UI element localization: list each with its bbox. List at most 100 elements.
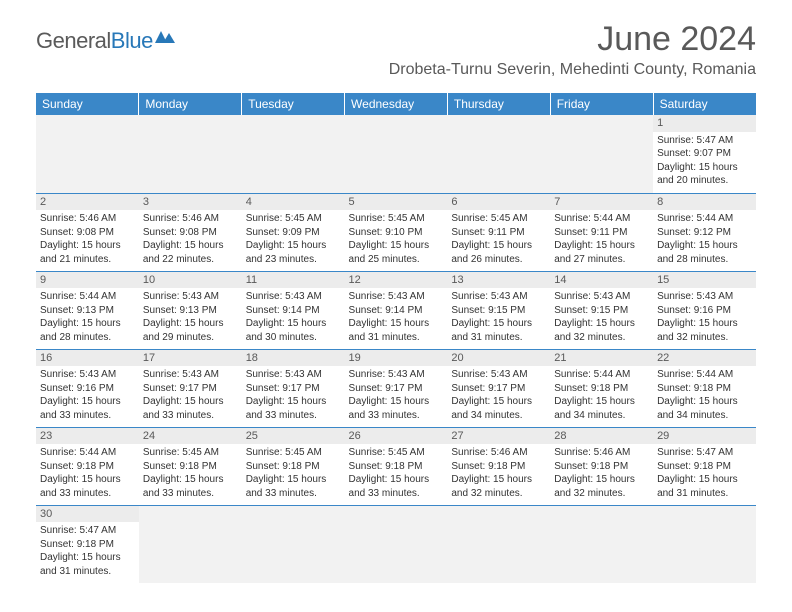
sunrise-text: Sunrise: 5:43 AM xyxy=(349,290,444,304)
sunrise-text: Sunrise: 5:43 AM xyxy=(143,290,238,304)
day-number: 11 xyxy=(242,272,345,289)
daylight-text: Daylight: 15 hours and 33 minutes. xyxy=(349,395,444,422)
sunrise-text: Sunrise: 5:44 AM xyxy=(554,368,649,382)
calendar-empty-cell xyxy=(345,505,448,583)
daylight-text: Daylight: 15 hours and 28 minutes. xyxy=(40,317,135,344)
calendar-day-cell: 19Sunrise: 5:43 AMSunset: 9:17 PMDayligh… xyxy=(345,349,448,427)
header: GeneralBlue June 2024 Drobeta-Turnu Seve… xyxy=(0,0,792,87)
calendar-day-cell: 27Sunrise: 5:46 AMSunset: 9:18 PMDayligh… xyxy=(447,427,550,505)
daylight-text: Daylight: 15 hours and 33 minutes. xyxy=(246,473,341,500)
sunset-text: Sunset: 9:18 PM xyxy=(554,460,649,474)
sunrise-text: Sunrise: 5:45 AM xyxy=(246,212,341,226)
sunset-text: Sunset: 9:15 PM xyxy=(554,304,649,318)
daylight-text: Daylight: 15 hours and 22 minutes. xyxy=(143,239,238,266)
day-number: 6 xyxy=(447,194,550,211)
day-number: 27 xyxy=(447,428,550,445)
day-number: 9 xyxy=(36,272,139,289)
day-number: 13 xyxy=(447,272,550,289)
title-block: June 2024 Drobeta-Turnu Severin, Mehedin… xyxy=(389,20,756,79)
sunset-text: Sunset: 9:08 PM xyxy=(40,226,135,240)
daylight-text: Daylight: 15 hours and 23 minutes. xyxy=(246,239,341,266)
calendar-empty-cell xyxy=(242,505,345,583)
daylight-text: Daylight: 15 hours and 33 minutes. xyxy=(143,395,238,422)
sunrise-text: Sunrise: 5:44 AM xyxy=(657,212,752,226)
weekday-header: Monday xyxy=(139,93,242,115)
calendar-day-cell: 3Sunrise: 5:46 AMSunset: 9:08 PMDaylight… xyxy=(139,193,242,271)
calendar-week-row: 1Sunrise: 5:47 AMSunset: 9:07 PMDaylight… xyxy=(36,115,756,193)
daylight-text: Daylight: 15 hours and 32 minutes. xyxy=(554,473,649,500)
calendar-day-cell: 7Sunrise: 5:44 AMSunset: 9:11 PMDaylight… xyxy=(550,193,653,271)
day-number: 28 xyxy=(550,428,653,445)
calendar-empty-cell xyxy=(653,505,756,583)
sunrise-text: Sunrise: 5:46 AM xyxy=(451,446,546,460)
calendar-empty-cell xyxy=(139,115,242,193)
calendar-day-cell: 4Sunrise: 5:45 AMSunset: 9:09 PMDaylight… xyxy=(242,193,345,271)
sunrise-text: Sunrise: 5:47 AM xyxy=(40,524,135,538)
day-number: 29 xyxy=(653,428,756,445)
day-number: 14 xyxy=(550,272,653,289)
calendar-week-row: 2Sunrise: 5:46 AMSunset: 9:08 PMDaylight… xyxy=(36,193,756,271)
calendar-day-cell: 17Sunrise: 5:43 AMSunset: 9:17 PMDayligh… xyxy=(139,349,242,427)
sunset-text: Sunset: 9:14 PM xyxy=(349,304,444,318)
day-number: 12 xyxy=(345,272,448,289)
daylight-text: Daylight: 15 hours and 26 minutes. xyxy=(451,239,546,266)
sunrise-text: Sunrise: 5:43 AM xyxy=(657,290,752,304)
sunrise-text: Sunrise: 5:44 AM xyxy=(40,290,135,304)
weekday-header: Tuesday xyxy=(242,93,345,115)
calendar-empty-cell xyxy=(242,115,345,193)
sunset-text: Sunset: 9:08 PM xyxy=(143,226,238,240)
page-title: June 2024 xyxy=(389,20,756,59)
calendar-empty-cell xyxy=(139,505,242,583)
day-number: 24 xyxy=(139,428,242,445)
day-number: 4 xyxy=(242,194,345,211)
logo-text-blue: Blue xyxy=(111,28,153,54)
sunrise-text: Sunrise: 5:43 AM xyxy=(451,290,546,304)
weekday-header: Sunday xyxy=(36,93,139,115)
calendar-empty-cell xyxy=(345,115,448,193)
day-number: 10 xyxy=(139,272,242,289)
sunset-text: Sunset: 9:14 PM xyxy=(246,304,341,318)
daylight-text: Daylight: 15 hours and 31 minutes. xyxy=(657,473,752,500)
sunset-text: Sunset: 9:18 PM xyxy=(451,460,546,474)
sunset-text: Sunset: 9:12 PM xyxy=(657,226,752,240)
daylight-text: Daylight: 15 hours and 28 minutes. xyxy=(657,239,752,266)
day-number: 20 xyxy=(447,350,550,367)
sunrise-text: Sunrise: 5:46 AM xyxy=(143,212,238,226)
calendar-empty-cell xyxy=(550,505,653,583)
sunset-text: Sunset: 9:15 PM xyxy=(451,304,546,318)
sunset-text: Sunset: 9:18 PM xyxy=(554,382,649,396)
day-number: 30 xyxy=(36,506,139,523)
sunrise-text: Sunrise: 5:46 AM xyxy=(554,446,649,460)
calendar-day-cell: 1Sunrise: 5:47 AMSunset: 9:07 PMDaylight… xyxy=(653,115,756,193)
daylight-text: Daylight: 15 hours and 31 minutes. xyxy=(40,551,135,578)
day-number: 16 xyxy=(36,350,139,367)
weekday-header: Wednesday xyxy=(345,93,448,115)
daylight-text: Daylight: 15 hours and 32 minutes. xyxy=(451,473,546,500)
calendar-day-cell: 28Sunrise: 5:46 AMSunset: 9:18 PMDayligh… xyxy=(550,427,653,505)
sunset-text: Sunset: 9:18 PM xyxy=(143,460,238,474)
sunrise-text: Sunrise: 5:45 AM xyxy=(451,212,546,226)
day-number: 21 xyxy=(550,350,653,367)
sunrise-text: Sunrise: 5:43 AM xyxy=(349,368,444,382)
location-text: Drobeta-Turnu Severin, Mehedinti County,… xyxy=(389,61,756,79)
daylight-text: Daylight: 15 hours and 34 minutes. xyxy=(657,395,752,422)
calendar-day-cell: 10Sunrise: 5:43 AMSunset: 9:13 PMDayligh… xyxy=(139,271,242,349)
day-number: 8 xyxy=(653,194,756,211)
calendar-day-cell: 5Sunrise: 5:45 AMSunset: 9:10 PMDaylight… xyxy=(345,193,448,271)
sunrise-text: Sunrise: 5:43 AM xyxy=(246,290,341,304)
day-number: 18 xyxy=(242,350,345,367)
sunrise-text: Sunrise: 5:43 AM xyxy=(143,368,238,382)
calendar-day-cell: 12Sunrise: 5:43 AMSunset: 9:14 PMDayligh… xyxy=(345,271,448,349)
daylight-text: Daylight: 15 hours and 27 minutes. xyxy=(554,239,649,266)
calendar-day-cell: 6Sunrise: 5:45 AMSunset: 9:11 PMDaylight… xyxy=(447,193,550,271)
day-number: 5 xyxy=(345,194,448,211)
day-number: 2 xyxy=(36,194,139,211)
day-number: 7 xyxy=(550,194,653,211)
calendar-day-cell: 20Sunrise: 5:43 AMSunset: 9:17 PMDayligh… xyxy=(447,349,550,427)
sunset-text: Sunset: 9:10 PM xyxy=(349,226,444,240)
daylight-text: Daylight: 15 hours and 20 minutes. xyxy=(657,161,752,188)
logo: GeneralBlue xyxy=(36,28,177,54)
daylight-text: Daylight: 15 hours and 32 minutes. xyxy=(554,317,649,344)
calendar-day-cell: 23Sunrise: 5:44 AMSunset: 9:18 PMDayligh… xyxy=(36,427,139,505)
calendar-week-row: 16Sunrise: 5:43 AMSunset: 9:16 PMDayligh… xyxy=(36,349,756,427)
